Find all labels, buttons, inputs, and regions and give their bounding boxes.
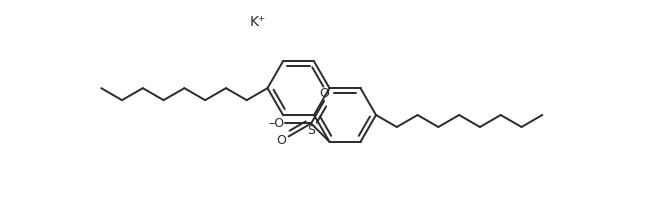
Text: K⁺: K⁺	[250, 15, 266, 29]
Text: –O: –O	[268, 117, 284, 130]
Text: O: O	[276, 134, 286, 147]
Text: O: O	[319, 88, 329, 100]
Text: S: S	[307, 124, 315, 137]
